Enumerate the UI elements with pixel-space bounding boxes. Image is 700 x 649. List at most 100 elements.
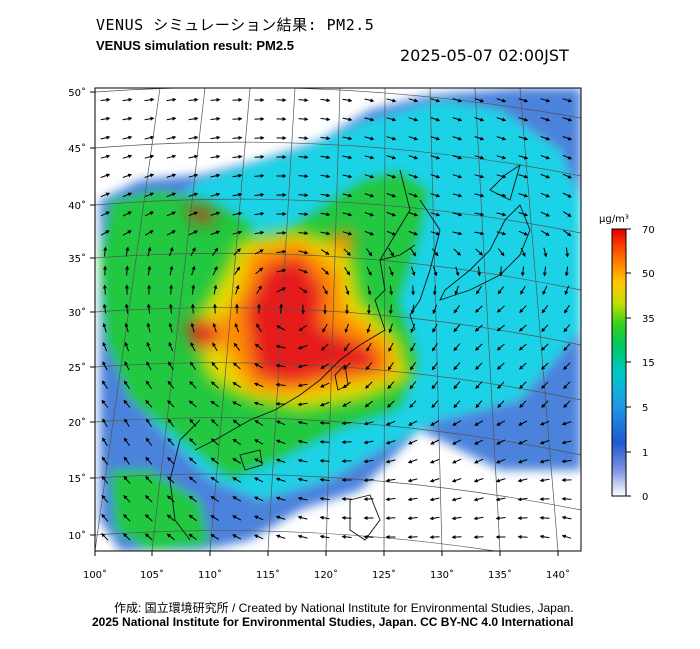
wind-arrow — [496, 117, 507, 122]
wind-arrow — [539, 440, 550, 445]
wind-arrow — [232, 496, 242, 502]
wind-arrow — [188, 533, 197, 541]
wind-arrow — [541, 400, 549, 409]
wind-arrow — [319, 382, 330, 388]
wind-arrow — [321, 267, 330, 275]
wind-arrow — [256, 323, 262, 333]
wind-arrow — [342, 231, 353, 236]
wind-arrow — [452, 117, 463, 122]
wind-arrow — [320, 98, 331, 103]
wind-arrow — [519, 305, 527, 314]
lon-tick-label: 130˚ — [430, 569, 454, 581]
wind-arrow — [475, 362, 483, 370]
wind-arrow — [169, 284, 174, 295]
wind-arrow — [189, 380, 197, 389]
wind-arrow — [190, 322, 195, 333]
wind-arrow — [562, 98, 573, 103]
lat-tick-label: 50˚ — [68, 87, 86, 99]
wind-arrow — [431, 248, 439, 257]
wind-arrow — [564, 304, 570, 314]
wind-arrow — [364, 212, 375, 217]
wind-arrow — [188, 192, 199, 197]
wind-arrow — [232, 401, 242, 407]
wind-arrow — [385, 478, 396, 483]
wind-arrow — [473, 516, 484, 521]
wind-arrow — [541, 343, 549, 351]
wind-arrow — [298, 117, 309, 122]
wind-arrow — [542, 266, 547, 277]
wind-arrow — [452, 98, 463, 103]
wind-arrow — [298, 98, 309, 103]
wind-arrow — [253, 477, 264, 483]
wind-arrow — [386, 155, 397, 160]
wind-arrow — [342, 193, 353, 198]
wind-arrow — [233, 248, 241, 256]
wind-arrow — [124, 361, 130, 371]
wind-arrow — [210, 400, 219, 408]
wind-arrow — [475, 381, 483, 390]
wind-arrow — [496, 362, 505, 370]
wind-arrow — [342, 98, 353, 103]
lon-tick-label: 125˚ — [372, 569, 396, 581]
wind-arrow — [518, 343, 527, 351]
wind-arrow — [562, 192, 572, 198]
wind-arrow — [429, 497, 440, 502]
wind-arrow — [254, 211, 265, 216]
colorbar-label: 0 — [642, 492, 648, 503]
wind-arrow — [191, 265, 196, 276]
wind-arrow — [518, 324, 527, 332]
wind-arrow — [454, 285, 459, 296]
wind-arrow — [343, 362, 351, 370]
wind-arrow — [298, 231, 309, 236]
wind-arrow — [474, 117, 485, 122]
wind-arrow — [563, 381, 571, 390]
lon-tick-label: 140˚ — [546, 569, 570, 581]
wind-arrow — [453, 248, 461, 256]
wind-arrow — [167, 380, 175, 389]
wind-arrow — [145, 418, 152, 427]
wind-arrow — [453, 381, 461, 390]
wind-arrow — [453, 343, 461, 352]
wind-arrow — [518, 420, 528, 426]
wind-arrow — [497, 381, 505, 389]
wind-arrow — [166, 495, 175, 503]
wind-arrow — [409, 400, 417, 409]
wind-arrow — [276, 287, 287, 293]
wind-arrow — [232, 230, 243, 235]
wind-arrow — [254, 363, 264, 369]
wind-arrow — [496, 324, 505, 332]
wind-arrow — [366, 323, 371, 334]
wind-arrow — [388, 304, 393, 315]
wind-arrow — [473, 478, 484, 483]
wind-arrow — [319, 515, 330, 520]
wind-arrow — [189, 361, 196, 370]
wind-arrow — [189, 418, 197, 427]
wind-arrow — [564, 285, 570, 296]
wind-arrow — [474, 193, 485, 198]
wind-arrow — [475, 305, 483, 313]
wind-arrow — [320, 231, 331, 236]
wind-arrow — [430, 439, 440, 445]
wind-arrow — [297, 402, 308, 407]
wind-arrow — [543, 247, 548, 258]
wind-arrow — [564, 266, 569, 277]
wind-arrow — [210, 97, 221, 102]
wind-arrow — [386, 117, 397, 122]
wind-arrow — [540, 230, 550, 236]
wind-arrow — [168, 341, 174, 352]
wind-arrow — [540, 211, 551, 217]
wind-arrow — [474, 343, 483, 351]
wind-arrow — [344, 323, 349, 334]
wind-arrow — [320, 193, 331, 198]
wind-arrow — [320, 212, 331, 217]
wind-arrow — [166, 533, 175, 541]
wind-arrow — [387, 362, 395, 371]
wind-arrow — [232, 116, 243, 121]
license-line: 2025 National Institute for Environmenta… — [92, 615, 574, 629]
wind-arrow — [518, 362, 527, 370]
wind-arrow — [122, 230, 132, 236]
wind-arrow — [101, 494, 109, 503]
wind-arrow — [254, 458, 264, 464]
wind-arrow — [275, 382, 286, 387]
wind-arrow — [433, 266, 438, 277]
